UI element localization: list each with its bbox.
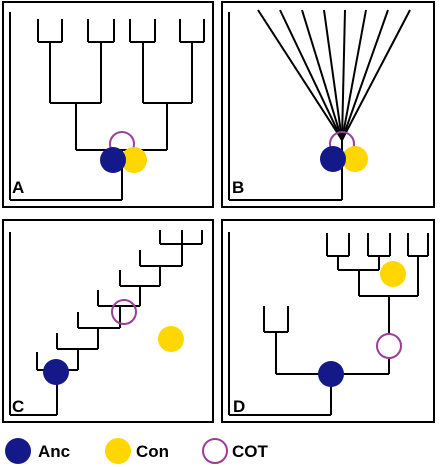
panel-label-b: B	[232, 178, 244, 197]
panel-frame-a	[2, 1, 214, 208]
legend-con-swatch	[105, 438, 131, 464]
panel-label-a: A	[12, 178, 24, 197]
tree-d	[228, 232, 429, 416]
panel-label-d: D	[233, 397, 245, 416]
anc-marker-d	[318, 361, 344, 387]
panel-label-c: C	[12, 397, 24, 416]
panel-frame-b	[221, 1, 435, 208]
con-marker-a	[121, 147, 147, 173]
tree-c	[9, 230, 203, 416]
tree-a	[9, 12, 205, 201]
legend-anc-label: Anc	[38, 442, 70, 461]
panel-frame-c	[2, 219, 214, 423]
con-marker-c	[158, 326, 184, 352]
legend-cot-swatch	[202, 438, 228, 464]
panel-frame-d	[221, 219, 435, 423]
legend-cot-label: COT	[232, 442, 269, 461]
con-marker-d	[380, 261, 406, 287]
legend-anc-swatch	[5, 438, 31, 464]
cot-marker-d	[376, 333, 402, 359]
tree-b	[228, 9, 411, 201]
legend-con-label: Con	[136, 442, 169, 461]
anc-marker-c	[43, 359, 69, 385]
anc-marker-b	[320, 146, 346, 172]
anc-marker-a	[100, 147, 126, 173]
legend: Anc Con COT	[5, 438, 269, 464]
cot-marker-c	[111, 299, 137, 325]
con-marker-b	[342, 146, 368, 172]
